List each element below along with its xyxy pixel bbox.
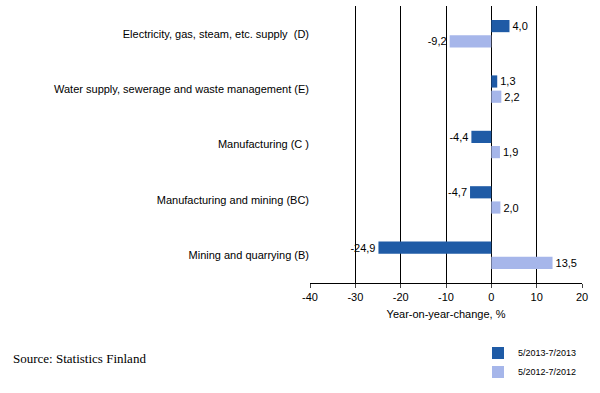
svg-text:Manufacturing (C ): Manufacturing (C ) <box>218 138 309 150</box>
svg-text:-30: -30 <box>347 291 363 303</box>
svg-text:Water supply, sewerage and was: Water supply, sewerage and waste managem… <box>54 83 309 95</box>
svg-text:20: 20 <box>576 291 588 303</box>
svg-text:2,2: 2,2 <box>504 91 519 103</box>
svg-text:4,0: 4,0 <box>512 20 527 32</box>
svg-text:13,5: 13,5 <box>556 257 577 269</box>
svg-text:Electricity, gas, steam, etc.: Electricity, gas, steam, etc. supply (D) <box>123 28 309 40</box>
svg-text:2,0: 2,0 <box>503 202 518 214</box>
svg-text:5/2012-7/2012: 5/2012-7/2012 <box>518 367 576 377</box>
svg-text:Source: Statistics Finland: Source: Statistics Finland <box>13 351 146 366</box>
svg-text:-10: -10 <box>438 291 454 303</box>
svg-text:Year-on-year-change, %: Year-on-year-change, % <box>387 308 506 320</box>
svg-text:-40: -40 <box>302 291 318 303</box>
svg-text:-24,9: -24,9 <box>350 242 375 254</box>
svg-text:10: 10 <box>531 291 543 303</box>
svg-text:1,3: 1,3 <box>500 75 515 87</box>
svg-text:Manufacturing and mining (BC): Manufacturing and mining (BC) <box>157 194 309 206</box>
svg-text:1,9: 1,9 <box>503 146 518 158</box>
svg-text:Mining and quarrying (B): Mining and quarrying (B) <box>189 249 309 261</box>
svg-text:-9,2: -9,2 <box>428 35 447 47</box>
svg-text:5/2013-7/2013: 5/2013-7/2013 <box>518 348 576 358</box>
svg-text:-4,7: -4,7 <box>448 186 467 198</box>
svg-text:-20: -20 <box>393 291 409 303</box>
svg-text:0: 0 <box>488 291 494 303</box>
svg-text:-4,4: -4,4 <box>449 131 468 143</box>
